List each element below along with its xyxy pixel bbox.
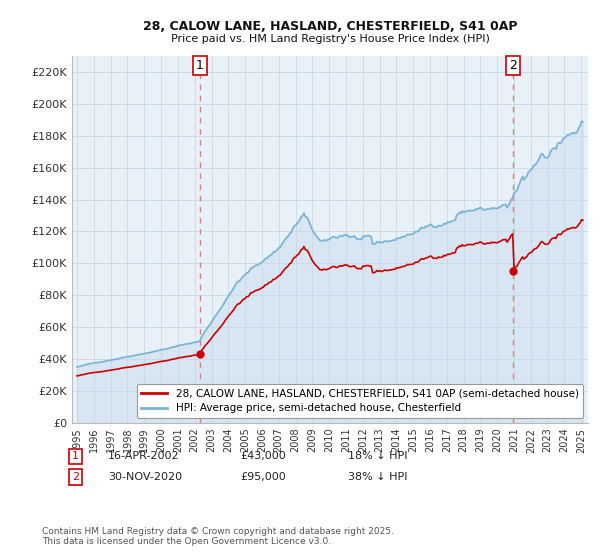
Text: 1: 1 (72, 451, 79, 461)
Text: Price paid vs. HM Land Registry's House Price Index (HPI): Price paid vs. HM Land Registry's House … (170, 34, 490, 44)
Text: 38% ↓ HPI: 38% ↓ HPI (348, 472, 407, 482)
Text: 28, CALOW LANE, HASLAND, CHESTERFIELD, S41 0AP: 28, CALOW LANE, HASLAND, CHESTERFIELD, S… (143, 20, 517, 32)
Text: 2: 2 (72, 472, 79, 482)
Text: 2: 2 (509, 59, 517, 72)
Text: 1: 1 (196, 59, 203, 72)
Text: 18% ↓ HPI: 18% ↓ HPI (348, 451, 407, 461)
Text: £95,000: £95,000 (240, 472, 286, 482)
Text: £43,000: £43,000 (240, 451, 286, 461)
Text: Contains HM Land Registry data © Crown copyright and database right 2025.
This d: Contains HM Land Registry data © Crown c… (42, 526, 394, 546)
Text: 16-APR-2002: 16-APR-2002 (108, 451, 179, 461)
Text: 30-NOV-2020: 30-NOV-2020 (108, 472, 182, 482)
Legend: 28, CALOW LANE, HASLAND, CHESTERFIELD, S41 0AP (semi-detached house), HPI: Avera: 28, CALOW LANE, HASLAND, CHESTERFIELD, S… (137, 384, 583, 418)
